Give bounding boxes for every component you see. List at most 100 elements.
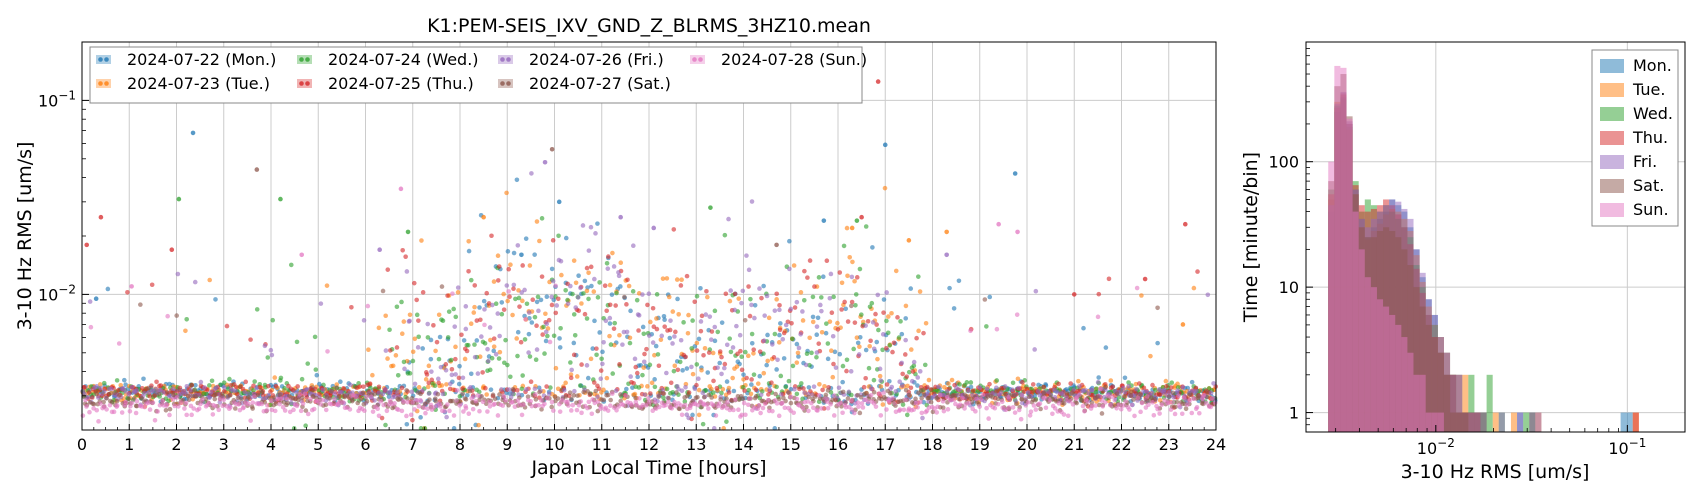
scatter-point — [839, 307, 844, 312]
scatter-point — [491, 348, 497, 354]
scatter-point — [1098, 386, 1103, 392]
scatter-point — [605, 266, 611, 271]
histogram-bar — [1413, 287, 1420, 432]
scatter-x-tick-label: 17 — [875, 435, 895, 454]
scatter-point — [1155, 305, 1160, 311]
histogram-bar — [1340, 67, 1347, 432]
scatter-point — [598, 368, 604, 373]
scatter-point — [534, 323, 539, 329]
scatter-point — [818, 302, 823, 308]
scatter-point — [493, 352, 499, 357]
scatter-point — [94, 384, 100, 389]
scatter-point — [730, 375, 735, 381]
scatter-point — [455, 290, 461, 295]
histogram-bar — [1510, 412, 1518, 432]
scatter-point — [987, 381, 992, 387]
scatter-point — [456, 381, 462, 387]
scatter-point — [670, 389, 676, 395]
scatter-point — [506, 266, 512, 272]
scatter-point — [825, 405, 831, 411]
scatter-point — [1208, 404, 1214, 410]
scatter-point — [486, 358, 491, 364]
scatter-point — [364, 399, 370, 404]
scatter-point — [680, 368, 685, 373]
scatter-point — [122, 377, 127, 383]
scatter-point — [538, 297, 544, 303]
scatter-point — [1046, 389, 1051, 395]
scatter-point — [268, 398, 274, 404]
scatter-point — [733, 397, 738, 402]
scatter-point — [994, 385, 999, 391]
scatter-point — [471, 310, 477, 315]
scatter-point — [320, 397, 325, 403]
scatter-x-tick-label: 22 — [1111, 435, 1131, 454]
scatter-point — [318, 402, 323, 407]
scatter-point — [652, 377, 657, 382]
scatter-point — [806, 385, 812, 390]
scatter-point — [170, 386, 176, 392]
scatter-point — [1128, 393, 1134, 399]
scatter-point — [1089, 388, 1095, 393]
scatter-point — [157, 402, 163, 408]
scatter-point — [1201, 392, 1207, 398]
scatter-point — [533, 357, 539, 362]
scatter-point — [648, 391, 653, 396]
scatter-point — [842, 299, 847, 305]
scatter-point — [794, 341, 800, 347]
scatter-point — [984, 405, 989, 411]
scatter-point — [594, 346, 599, 351]
scatter-point — [1055, 409, 1061, 414]
scatter-point — [1012, 410, 1018, 415]
scatter-point — [726, 390, 732, 395]
scatter-point — [505, 298, 510, 304]
scatter-point — [746, 387, 752, 393]
scatter-point — [964, 380, 970, 385]
scatter-point — [841, 243, 847, 249]
scatter-point — [857, 410, 863, 416]
scatter-point — [728, 349, 734, 355]
scatter-point — [465, 392, 470, 398]
scatter-point — [607, 302, 613, 308]
scatter-point — [539, 274, 545, 279]
scatter-point — [915, 375, 921, 380]
scatter-point — [454, 398, 459, 403]
scatter-point — [1212, 400, 1218, 406]
scatter-point — [376, 325, 382, 331]
scatter-point — [608, 342, 614, 347]
scatter-point — [741, 400, 747, 406]
scatter-point — [529, 320, 535, 325]
scatter-point — [656, 394, 662, 400]
scatter-x-tick-label: 23 — [1159, 435, 1179, 454]
scatter-point — [568, 360, 573, 365]
scatter-point — [761, 283, 766, 289]
scatter-point — [926, 395, 931, 401]
scatter-point — [885, 314, 891, 319]
scatter-point — [392, 401, 397, 406]
scatter-point — [1135, 395, 1141, 401]
scatter-point — [503, 397, 508, 403]
scatter-point — [262, 343, 268, 349]
histogram-bar — [1523, 412, 1530, 432]
scatter-point — [787, 266, 792, 272]
scatter-point — [546, 317, 552, 323]
scatter-point — [622, 294, 627, 300]
scatter-point — [272, 375, 278, 380]
scatter-point — [585, 405, 590, 411]
scatter-point — [461, 409, 466, 414]
scatter-outlier-point — [1012, 171, 1018, 176]
scatter-point — [603, 318, 609, 324]
histogram-legend-swatch — [1600, 155, 1624, 169]
scatter-point — [788, 306, 794, 312]
scatter-point — [736, 296, 742, 301]
scatter-point — [224, 323, 230, 329]
scatter-point — [613, 388, 619, 394]
scatter-point — [978, 396, 983, 402]
histogram-legend-label: Fri. — [1633, 152, 1657, 171]
scatter-point — [472, 354, 478, 360]
scatter-point — [213, 297, 218, 302]
histogram-bar — [1370, 287, 1377, 432]
scatter-point — [466, 248, 472, 254]
scatter-point — [477, 397, 482, 403]
scatter-point — [510, 312, 515, 318]
scatter-point — [618, 260, 624, 265]
